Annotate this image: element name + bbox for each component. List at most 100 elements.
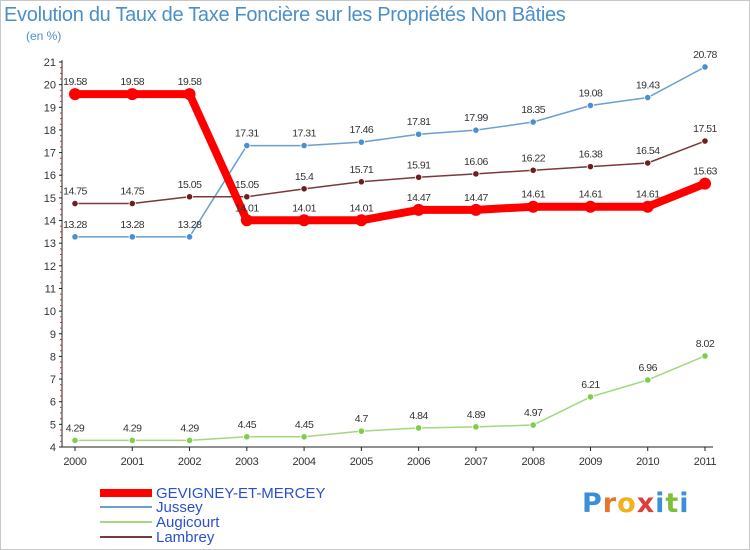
legend-label-augicourt: Augicourt: [156, 514, 220, 531]
data-label-jussey: 18.35: [521, 104, 545, 116]
y-tick-label: 19: [44, 102, 56, 114]
data-point-augicourt: [644, 376, 652, 384]
data-label-lambrey: 15.05: [235, 179, 259, 191]
logo-letter: t: [665, 488, 680, 519]
legend-swatch-gevigney: [100, 489, 152, 497]
data-label-lambrey: 16.38: [579, 149, 603, 161]
data-point-jussey: [243, 141, 251, 150]
data-label-lambrey: 16.54: [636, 145, 660, 157]
data-point-gevigney-et-mercey: [355, 214, 368, 227]
y-tick-label: 20: [44, 80, 56, 92]
data-point-jussey: [529, 118, 537, 126]
y-tick-label: 16: [44, 170, 56, 182]
data-point-augicourt: [529, 421, 537, 429]
data-point-gevigney-et-mercey: [527, 200, 540, 213]
data-label-augicourt: 4.45: [295, 419, 314, 431]
data-label-augicourt: 4.29: [180, 422, 199, 434]
data-point-augicourt: [300, 433, 308, 441]
data-label-lambrey: 15.4: [295, 171, 314, 183]
data-point-augicourt: [415, 424, 423, 432]
data-point-jussey: [586, 101, 595, 110]
x-tick-label: 2001: [121, 456, 144, 468]
data-label-lambrey: 15.71: [349, 164, 373, 176]
data-label-lambrey: 14.75: [120, 186, 144, 198]
x-tick-label: 2007: [464, 456, 487, 468]
data-label-gevigney-et-mercey: 14.61: [521, 189, 545, 201]
data-label-jussey: 13.28: [120, 219, 144, 231]
data-label-gevigney-et-mercey: 14.01: [235, 202, 259, 214]
y-tick-label: 12: [44, 261, 56, 273]
data-label-lambrey: 16.22: [521, 152, 545, 164]
data-point-lambrey: [415, 173, 423, 181]
data-point-augicourt: [128, 436, 136, 445]
x-tick-label: 2010: [636, 456, 659, 468]
data-point-lambrey: [701, 137, 709, 145]
data-label-lambrey: 15.05: [178, 179, 202, 191]
data-point-lambrey: [357, 178, 365, 186]
data-label-augicourt: 4.89: [467, 409, 486, 421]
data-point-lambrey: [300, 185, 308, 193]
y-tick-label: 11: [45, 283, 56, 295]
data-label-augicourt: 4.29: [66, 422, 85, 434]
y-axis-unit: (en %): [26, 29, 62, 43]
data-label-jussey: 17.46: [349, 124, 373, 136]
data-label-augicourt: 4.29: [123, 422, 142, 434]
data-point-jussey: [701, 63, 709, 71]
data-label-jussey: 17.31: [292, 128, 316, 140]
data-label-jussey: 17.81: [407, 116, 431, 128]
legend-label-jussey: Jussey: [156, 499, 203, 516]
data-label-lambrey: 17.51: [693, 123, 717, 135]
y-tick-label: 7: [50, 374, 56, 386]
data-point-lambrey: [71, 199, 79, 208]
data-point-gevigney-et-mercey: [412, 203, 425, 216]
legend-swatch-jussey: [100, 506, 152, 508]
y-tick-label: 5: [50, 419, 56, 431]
data-label-augicourt: 4.45: [238, 419, 257, 431]
data-label-augicourt: 6.96: [639, 362, 658, 374]
y-tick-label: 4: [50, 442, 56, 454]
y-tick-label: 17: [44, 148, 56, 160]
data-label-augicourt: 8.02: [696, 338, 715, 350]
data-label-gevigney-et-mercey: 14.61: [636, 189, 660, 201]
data-point-gevigney-et-mercey: [126, 88, 139, 101]
data-label-lambrey: 16.06: [464, 156, 488, 168]
data-point-jussey: [71, 233, 79, 241]
data-label-jussey: 20.78: [693, 49, 717, 61]
data-label-jussey: 17.31: [235, 128, 259, 140]
data-point-lambrey: [586, 163, 595, 171]
data-label-lambrey: 15.91: [407, 159, 431, 171]
data-label-jussey: 13.28: [178, 219, 202, 231]
data-label-augicourt: 4.97: [524, 407, 543, 419]
data-point-jussey: [357, 138, 365, 146]
data-label-gevigney-et-mercey: 19.58: [178, 76, 202, 88]
series-line-gevigney-et-mercey: [75, 90, 707, 225]
data-point-augicourt: [472, 423, 480, 431]
x-tick-label: 2008: [522, 456, 545, 468]
data-point-gevigney-et-mercey: [69, 88, 81, 101]
data-point-jussey: [644, 93, 652, 102]
legend-swatch-augicourt: [100, 521, 152, 523]
data-point-gevigney-et-mercey: [469, 203, 482, 216]
data-label-gevigney-et-mercey: 14.61: [579, 189, 603, 201]
x-tick-label: 2002: [178, 456, 201, 468]
x-tick-label: 2011: [694, 456, 717, 468]
data-point-lambrey: [472, 170, 480, 178]
data-label-augicourt: 4.84: [409, 410, 428, 422]
y-tick-label: 9: [50, 329, 56, 341]
series-line-augicourt: [75, 355, 706, 442]
data-label-gevigney-et-mercey: 19.58: [63, 76, 87, 88]
logo-letter: i: [679, 488, 690, 519]
data-label-jussey: 19.08: [579, 87, 603, 99]
data-point-jussey: [472, 126, 480, 134]
legend-label-gevigney: GEVIGNEY-ET-MERCEY: [156, 485, 326, 502]
data-point-jussey: [128, 233, 136, 241]
data-label-gevigney-et-mercey: 19.58: [120, 76, 144, 88]
data-point-gevigney-et-mercey: [641, 200, 654, 213]
data-label-jussey: 17.99: [464, 112, 488, 124]
y-tick-label: 10: [44, 306, 56, 318]
x-tick-label: 2006: [407, 456, 430, 468]
y-tick-label: 8: [50, 351, 56, 363]
data-point-gevigney-et-mercey: [298, 214, 311, 227]
chart-title: Evolution du Taux de Taxe Foncière sur l…: [4, 4, 566, 26]
